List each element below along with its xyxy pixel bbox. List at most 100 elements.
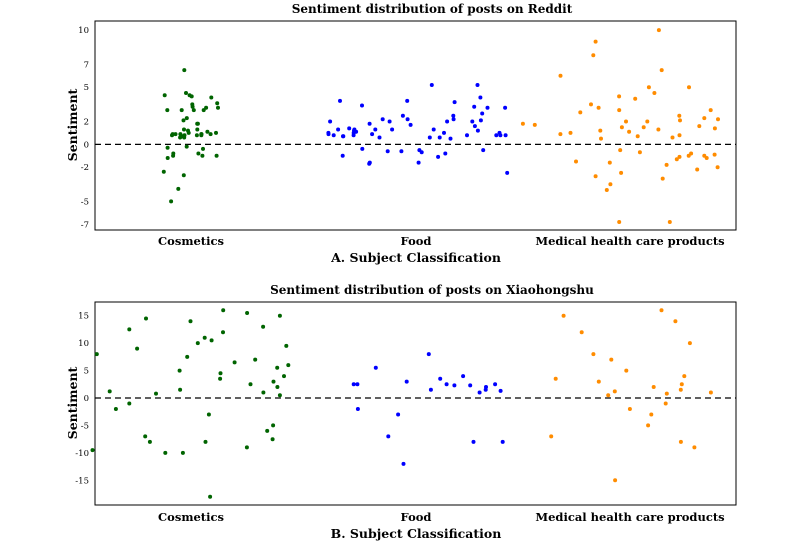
data-point [144, 316, 148, 321]
data-point [215, 101, 220, 106]
data-point [437, 135, 442, 140]
data-point [284, 343, 289, 348]
data-point [452, 383, 457, 388]
data-point [627, 407, 632, 411]
data-point [165, 108, 170, 113]
data-point [646, 85, 651, 90]
data-point [498, 388, 503, 393]
data-point [221, 308, 226, 313]
data-point [428, 387, 433, 392]
data-point [218, 376, 223, 381]
y-tick-label: -7 [81, 220, 89, 230]
data-point [275, 385, 280, 389]
data-point [253, 357, 258, 362]
data-point [154, 391, 158, 396]
data-point [143, 434, 148, 439]
data-point [355, 382, 360, 387]
data-point [180, 450, 185, 455]
category-label: Food [401, 510, 432, 524]
data-point [604, 188, 609, 192]
x-axis-label: A. Subject Classification [330, 250, 501, 265]
data-point [367, 161, 372, 166]
data-point [340, 153, 345, 158]
data-point [599, 136, 603, 141]
data-point [558, 73, 563, 78]
data-point [214, 130, 218, 135]
data-point [503, 105, 508, 110]
data-point [351, 382, 356, 387]
data-point [182, 68, 187, 73]
y-tick-label: -10 [75, 449, 89, 459]
y-tick-label: -2 [81, 163, 89, 173]
data-point [208, 494, 213, 499]
data-point [277, 313, 282, 318]
data-point [591, 352, 596, 357]
data-point [608, 182, 613, 187]
y-tick-label: 5 [84, 83, 89, 93]
data-point [380, 117, 385, 122]
data-point [163, 450, 168, 455]
data-point [652, 91, 657, 95]
data-point [609, 357, 614, 362]
data-point [664, 162, 669, 167]
data-point [387, 119, 392, 124]
data-point [271, 379, 276, 384]
data-point [664, 391, 669, 396]
data-point [367, 121, 372, 126]
data-point [401, 461, 406, 466]
data-point [596, 379, 601, 384]
data-point [645, 119, 650, 124]
data-point [443, 151, 448, 156]
data-point [199, 132, 204, 137]
data-point [355, 407, 360, 411]
data-point [184, 144, 189, 149]
data-point [678, 439, 683, 444]
data-points [90, 308, 713, 499]
data-point [182, 127, 186, 132]
data-point [360, 146, 365, 151]
data-points [161, 28, 720, 224]
data-point [553, 376, 558, 381]
data-point [451, 113, 456, 118]
data-point [282, 374, 286, 379]
category-label: Cosmetics [158, 234, 224, 248]
data-point [677, 154, 682, 159]
data-point [493, 382, 498, 387]
data-point [472, 124, 477, 129]
data-point [271, 423, 276, 428]
data-point [471, 439, 476, 444]
y-tick-label: -5 [81, 197, 89, 207]
data-point [444, 382, 449, 387]
y-tick-label: -5 [81, 421, 89, 431]
data-point [162, 93, 167, 98]
data-point [177, 368, 182, 373]
data-point [331, 133, 336, 138]
data-point [686, 153, 691, 158]
data-point [90, 448, 95, 453]
data-point [194, 133, 199, 138]
y-axis-label: Sentiment [65, 88, 80, 161]
data-point [593, 174, 598, 179]
data-point [326, 130, 331, 135]
data-point [637, 150, 642, 155]
data-point [195, 121, 200, 126]
y-tick-label: 10 [78, 339, 89, 349]
data-point [678, 118, 682, 123]
data-point [191, 108, 196, 113]
data-point [674, 157, 679, 162]
data-point [214, 153, 219, 158]
data-point [618, 148, 623, 153]
data-point [624, 368, 629, 373]
data-point [201, 108, 206, 113]
data-point [649, 412, 654, 417]
data-point [692, 445, 697, 450]
data-point [244, 445, 249, 450]
data-point [427, 135, 432, 140]
data-point [221, 330, 225, 335]
data-point [498, 133, 503, 138]
data-point [704, 156, 709, 160]
data-point [656, 127, 661, 132]
data-point [465, 133, 469, 138]
chart-title: Sentiment distribution of posts on Reddi… [292, 2, 573, 16]
